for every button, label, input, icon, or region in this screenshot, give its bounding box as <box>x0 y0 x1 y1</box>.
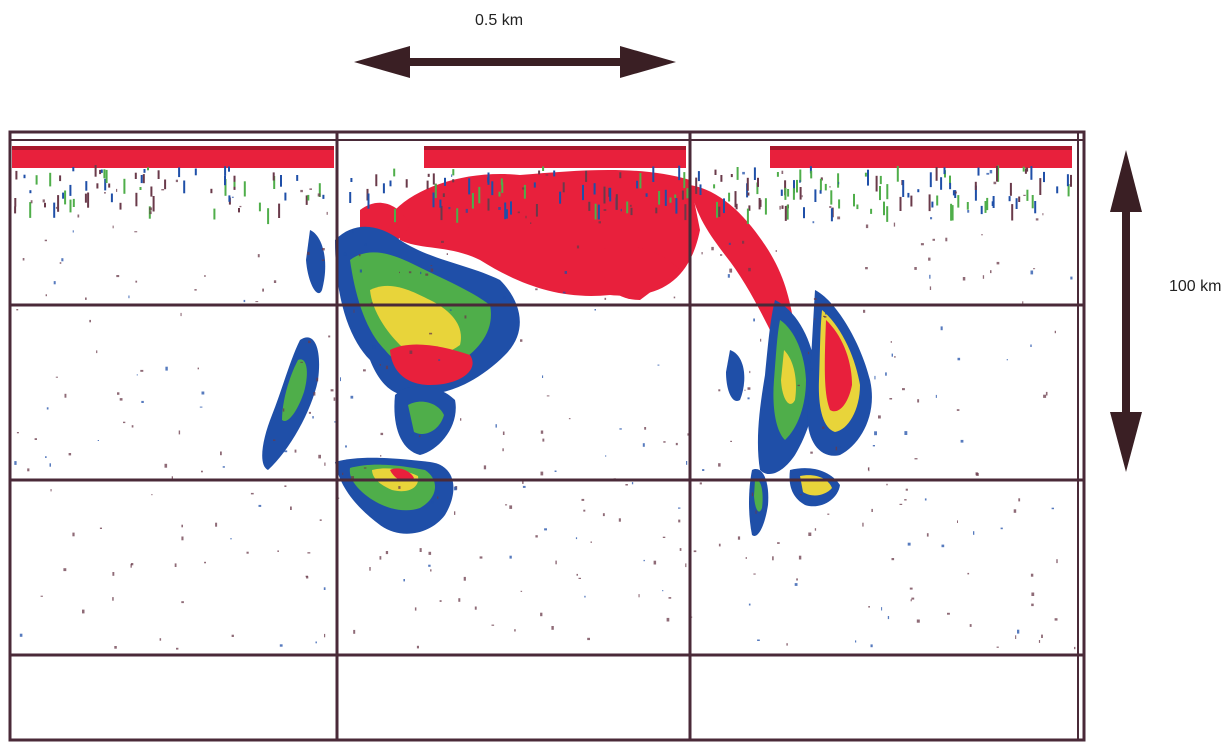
echo-speckle <box>14 165 1076 650</box>
vertical-scale-label: 100 km <box>1169 278 1222 295</box>
echo-returns <box>12 146 1076 650</box>
echogram-grid <box>8 130 1086 742</box>
central-echo-plume <box>360 170 700 300</box>
right-echo-plume <box>690 185 872 536</box>
horizontal-scale-label: 0.5 km <box>475 12 524 29</box>
vertical-scale-arrow <box>1110 150 1142 472</box>
left-echo-tail <box>262 230 326 470</box>
horizontal-scale-arrow <box>354 46 676 78</box>
left-center-echo-mass <box>335 226 520 455</box>
lower-echo-cluster <box>335 457 454 534</box>
surface-echo-band <box>12 146 1072 168</box>
